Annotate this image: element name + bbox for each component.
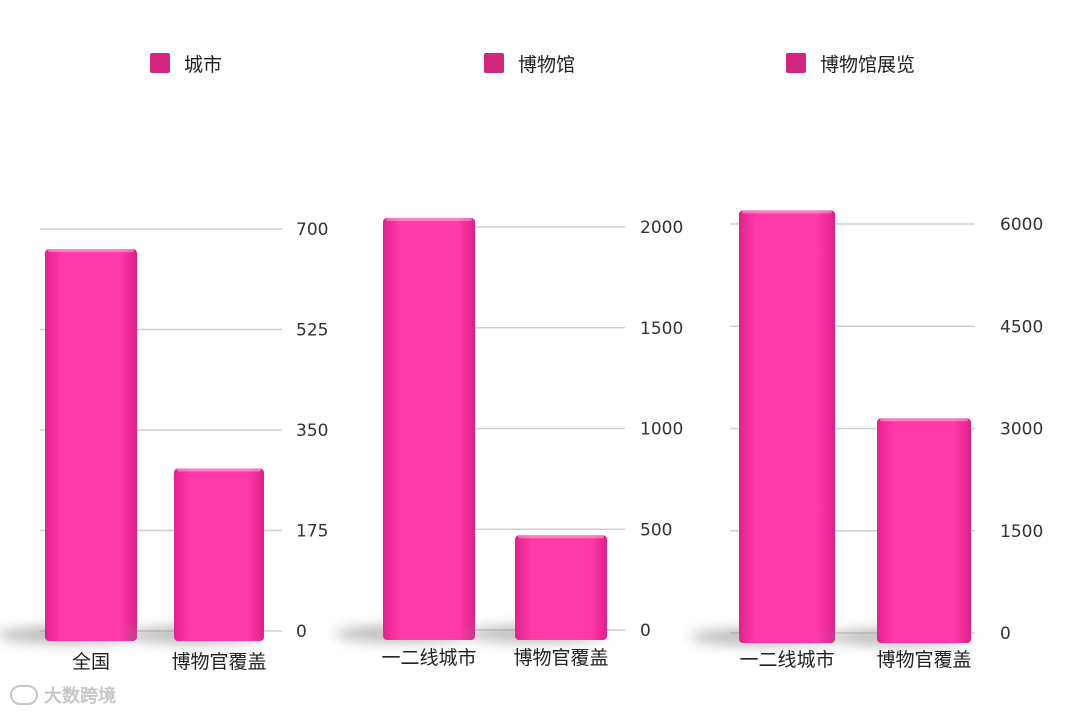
legend-label: 城市 [184,53,223,76]
y-tick-label: 4500 [1000,317,1043,337]
y-tick-label: 2000 [640,218,683,238]
legend-item-museums: 博物馆 [484,50,575,76]
watermark-text: 大数跨境 [44,686,116,707]
legend-swatch [484,53,504,73]
x-category-label: 一二线城市 [381,647,476,669]
legend-item-cities: 城市 [150,50,222,76]
bar-highlight [386,217,472,221]
bar-1 [45,249,137,641]
y-tick-label: 175 [296,522,328,542]
bar-2 [515,535,607,640]
bar-highlight [742,210,832,214]
y-tick-label: 1000 [640,420,683,440]
bar-2 [174,468,264,641]
y-tick-label: 0 [296,622,307,642]
y-tick-label: 350 [296,421,328,441]
chart-panel-1: 0 175 350 525 700 全国 博物官覆盖 [0,220,328,673]
bar-highlight [48,249,134,253]
chart-panel-3: 0 1500 3000 4500 6000 一二线城市 博物官覆盖 [690,210,1043,671]
y-tick-label: 6000 [1000,215,1043,235]
y-tick-label: 0 [1000,624,1011,644]
legend-item-exhibitions: 博物馆展览 [786,50,915,76]
bar-1 [739,210,835,643]
y-tick-label: 525 [296,321,328,341]
legend-label: 博物馆展览 [820,53,916,76]
y-tick-label: 3000 [1000,420,1043,440]
bar-highlight [880,418,968,422]
bar-2 [877,418,971,643]
legend-label: 博物馆 [518,53,576,76]
y-tick-label: 700 [296,220,328,240]
chart-panel-2: 0 500 1000 1500 2000 一二线城市 博物官覆盖 [335,217,683,669]
x-category-label: 全国 [72,651,110,673]
y-tick-label: 500 [640,520,672,540]
x-category-label: 博物官覆盖 [876,649,971,671]
bar-highlight [518,535,604,539]
wechat-logo-icon [10,685,38,705]
y-tick-label: 0 [640,621,651,641]
watermark: 大数跨境 [10,682,116,708]
x-category-label: 一二线城市 [739,649,834,671]
legend-swatch [786,53,806,73]
x-category-label: 博物官覆盖 [513,647,608,669]
y-tick-label: 1500 [640,319,683,339]
y-tick-label: 1500 [1000,522,1043,542]
bar-highlight [177,468,261,472]
x-category-label: 博物官覆盖 [171,651,266,673]
bar-1 [383,217,475,640]
legend-swatch [150,53,170,73]
